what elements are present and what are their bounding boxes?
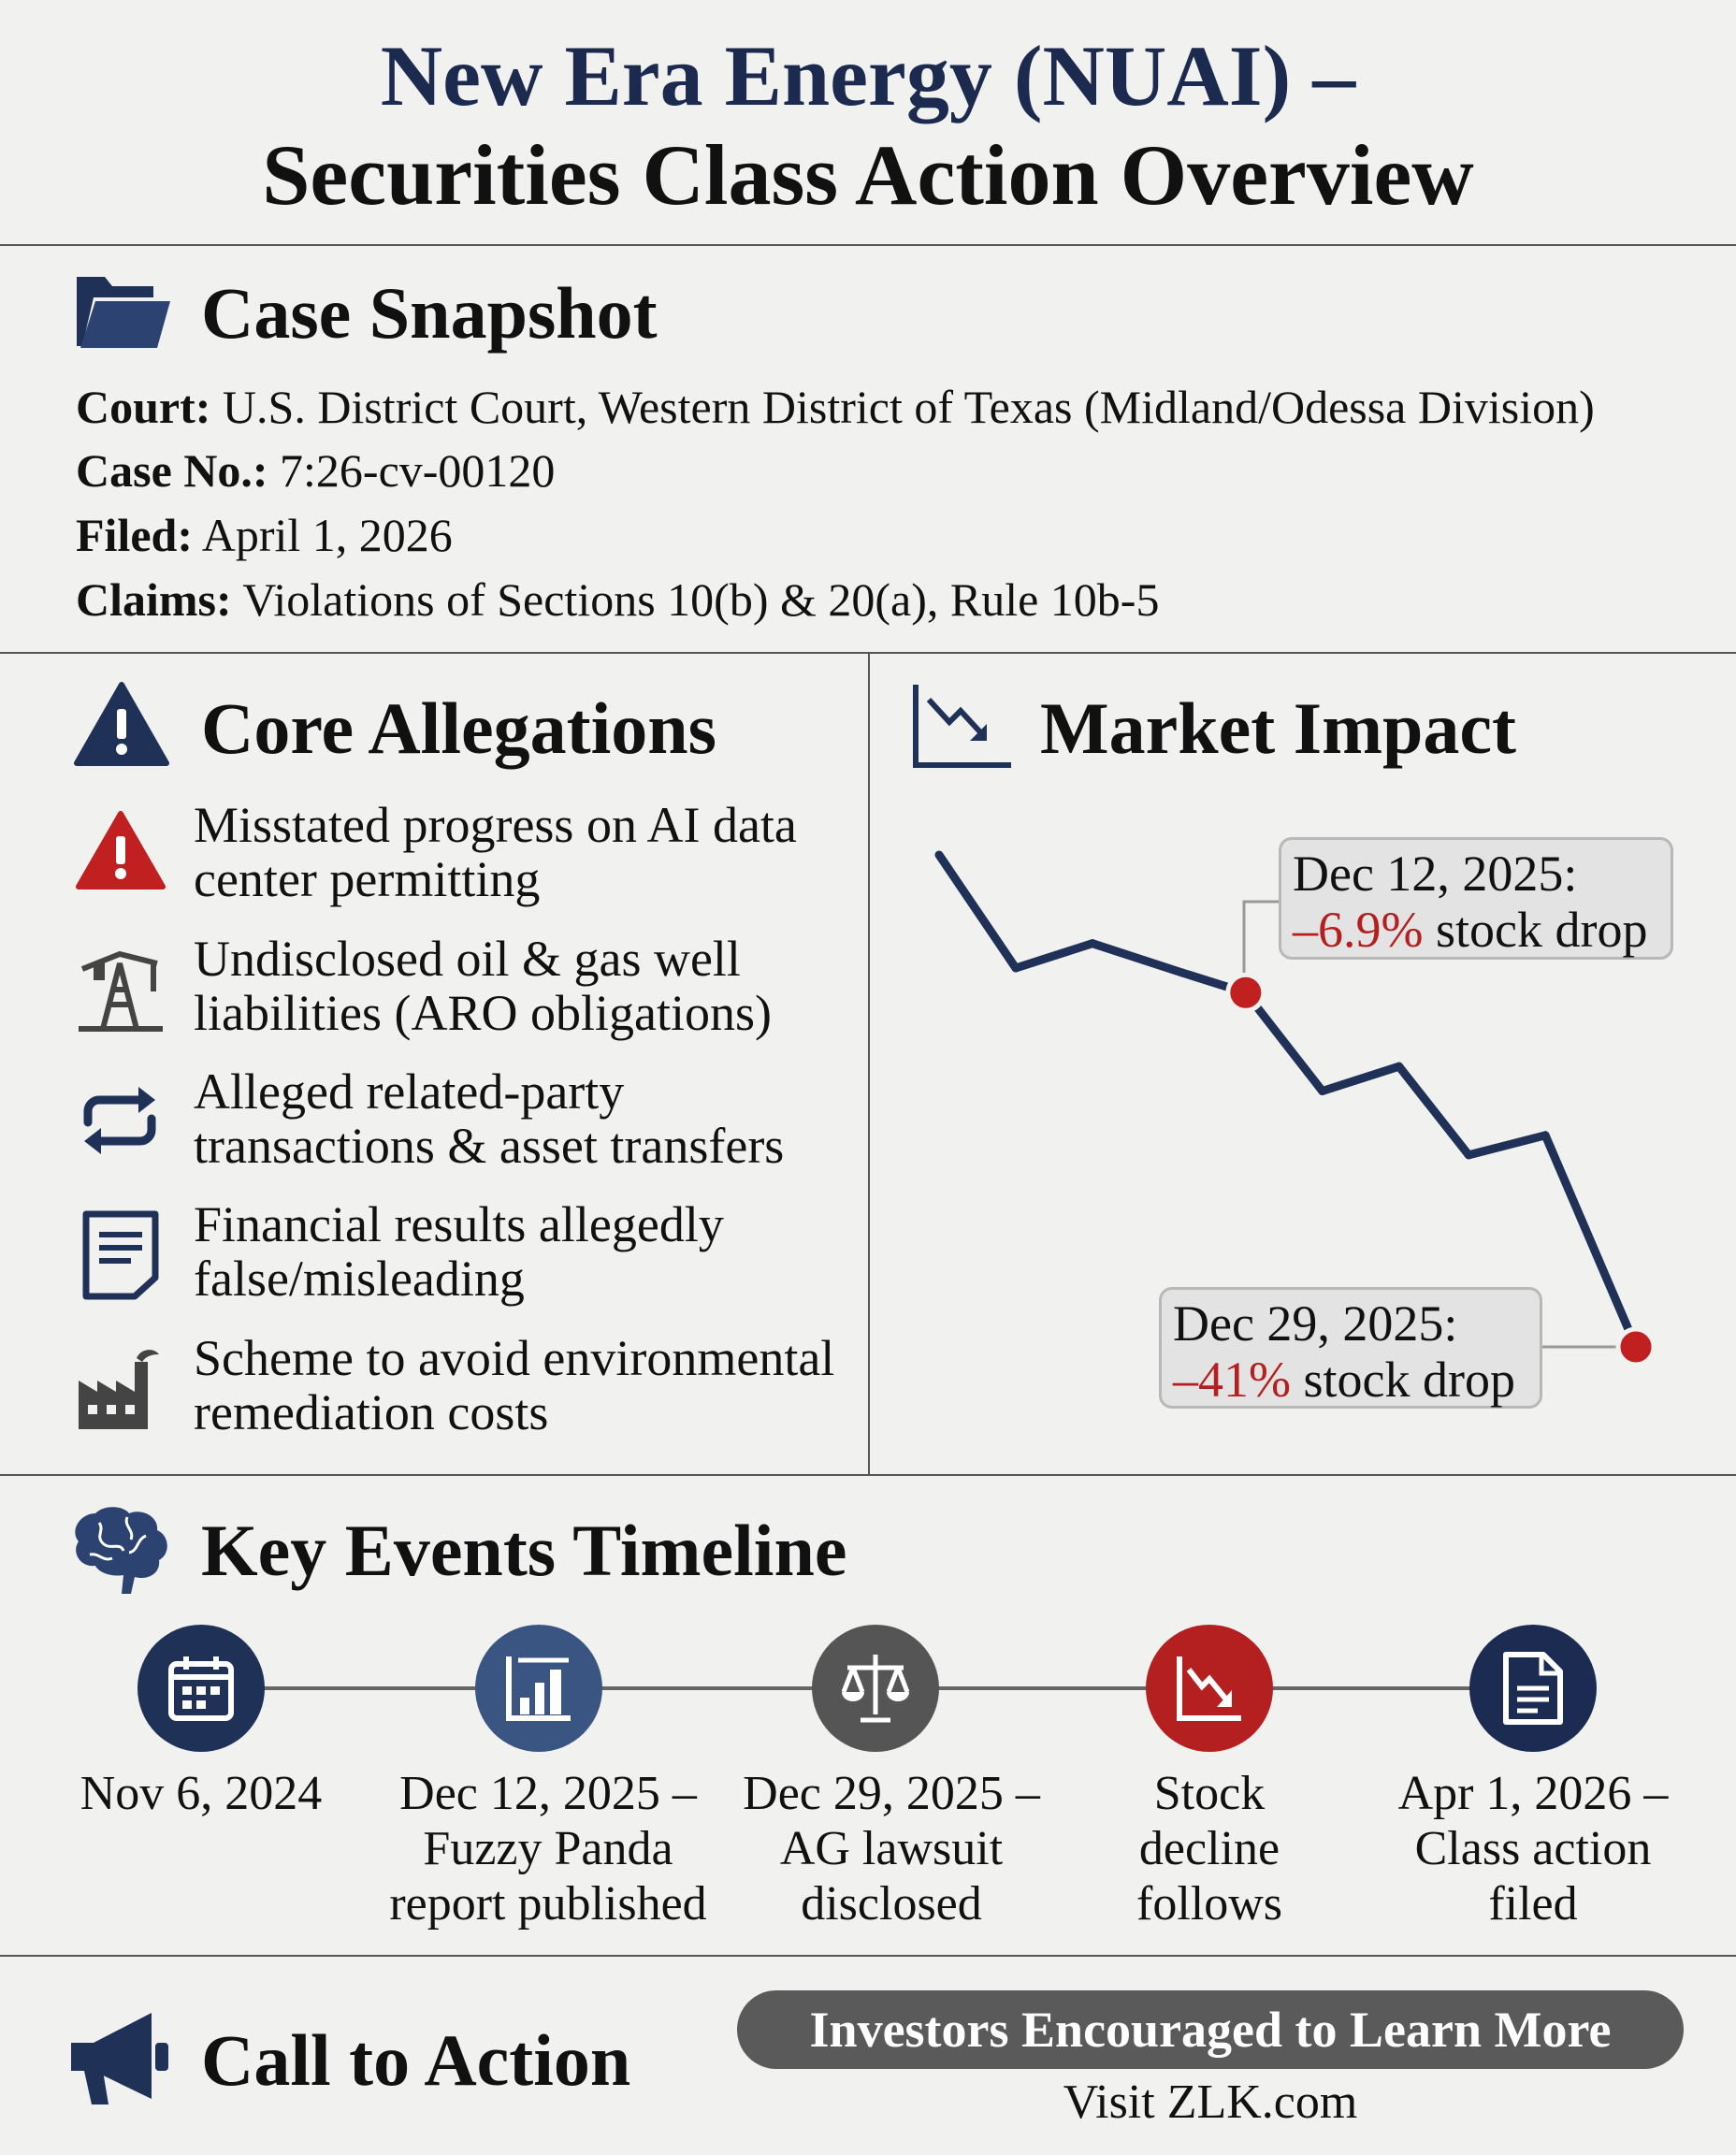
allegation-item: Undisclosed oil & gas well liabilities (… [194, 931, 772, 1041]
timeline-label: Nov 6, 2024 [33, 1766, 369, 1821]
allegation-item: Scheme to avoid environmental remediatio… [194, 1330, 835, 1440]
timeline-node-4 [1146, 1625, 1273, 1752]
row-value: April 1, 2026 [201, 509, 453, 561]
row-value: 7:26-cv-00120 [280, 444, 556, 497]
label-line: Dec 29, 2025 – [743, 1767, 1040, 1820]
bar-chart-icon [506, 1656, 571, 1721]
market-impact-heading: Market Impact [1040, 687, 1517, 769]
visit-zlk-link[interactable]: Visit ZLK.com [1063, 2075, 1358, 2129]
row-value: Violations of Sections 10(b) & 20(a), Ru… [242, 573, 1160, 626]
allegation-item: Alleged related-party transactions & ass… [194, 1063, 785, 1174]
label-line: Apr 1, 2026 – [1397, 1767, 1669, 1820]
chart-line-segment [1011, 939, 1097, 973]
timeline-node-5 [1469, 1625, 1597, 1752]
allegation-item: Misstated progress on AI data center per… [194, 797, 797, 907]
label-line: filed [1488, 1877, 1578, 1931]
file-icon [1503, 1652, 1563, 1725]
case-number-row: Case No.: 7:26-cv-00120 [76, 442, 555, 499]
chart-decline-icon [1177, 1656, 1241, 1721]
filed-row: Filed: April 1, 2026 [76, 507, 453, 563]
timeline-label: Apr 1, 2026 – Class action filed [1365, 1766, 1701, 1931]
claims-row: Claims: Violations of Sections 10(b) & 2… [76, 571, 1159, 628]
warning-icon [74, 682, 169, 766]
label-line: Fuzzy Panda [423, 1822, 673, 1875]
timeline-node-3 [812, 1625, 939, 1752]
callout-change: –41% [1173, 1352, 1291, 1408]
row-label: Court: [76, 381, 211, 433]
label-line: Class action [1414, 1822, 1652, 1875]
brain-icon [75, 1507, 167, 1594]
chart-line-segment [1395, 1062, 1473, 1160]
folder-icon [77, 277, 170, 348]
label-line: follows [1136, 1877, 1282, 1931]
timeline-label: Dec 29, 2025 – AG lawsuit disclosed [718, 1766, 1064, 1931]
label-line: disclosed [801, 1877, 982, 1931]
warning-red-icon [76, 811, 166, 889]
callout-suffix: stock drop [1290, 1352, 1515, 1408]
callout-change: –6.9% [1293, 902, 1424, 958]
callout-dec-29: Dec 29, 2025: –41% stock drop [1159, 1287, 1542, 1409]
column-divider [868, 653, 870, 1475]
core-allegations-heading: Core Allegations [201, 687, 717, 769]
calendar-icon [168, 1656, 234, 1721]
chart-down-icon [913, 685, 1011, 768]
callout-change-line: –41% stock drop [1173, 1352, 1528, 1408]
chart-line-segment [1318, 1062, 1404, 1095]
court-row: Court: U.S. District Court, Western Dist… [76, 379, 1595, 435]
label-line: Dec 12, 2025 – [399, 1767, 697, 1820]
document-icon [82, 1210, 159, 1300]
label-line: decline [1138, 1822, 1280, 1875]
chart-highlight-point [1615, 1326, 1656, 1367]
allegation-item: Financial results allegedly false/mislea… [194, 1196, 724, 1307]
row-label: Claims: [76, 573, 232, 626]
learn-more-button[interactable]: Investors Encouraged to Learn More [737, 1990, 1684, 2069]
cta-heading: Call to Action [201, 2019, 631, 2101]
timeline-node-1 [137, 1625, 265, 1752]
chart-line-segment [1088, 939, 1188, 977]
callout-date: Dec 29, 2025: [1173, 1295, 1458, 1352]
callout-date: Dec 12, 2025: [1293, 846, 1578, 902]
callout-change-line: –6.9% stock drop [1293, 902, 1659, 958]
title-line-2: Securities Class Action Overview [262, 127, 1474, 223]
exchange-arrows-icon [83, 1087, 156, 1154]
factory-icon [79, 1350, 159, 1429]
divider [0, 1955, 1736, 1957]
row-value: U.S. District Court, Western District of… [222, 381, 1595, 433]
label-line: Stock [1153, 1767, 1266, 1820]
label-line: AG lawsuit [779, 1822, 1004, 1875]
chart-line-segment [1464, 1131, 1550, 1160]
row-label: Filed: [76, 509, 193, 561]
chart-line-segment [1541, 1131, 1641, 1352]
label-line: report published [389, 1877, 707, 1931]
timeline-node-2 [475, 1625, 602, 1752]
title-line-1: New Era Energy (NUAI) – [380, 28, 1356, 123]
chart-line-segment [1241, 988, 1327, 1095]
chart-highlight-point [1225, 972, 1266, 1013]
divider [0, 244, 1736, 246]
megaphone-icon [71, 2013, 168, 2104]
callout-suffix: stock drop [1423, 902, 1648, 958]
timeline-heading: Key Events Timeline [201, 1510, 847, 1591]
callout-connector [1242, 900, 1279, 992]
chart-line-segment [934, 850, 1020, 973]
oil-pump-icon [79, 950, 163, 1032]
label-line: Nov 6, 2024 [80, 1767, 323, 1820]
scales-icon [841, 1655, 910, 1723]
timeline-label: Dec 12, 2025 – Fuzzy Panda report publishe… [370, 1766, 726, 1931]
callout-dec-12: Dec 12, 2025: –6.9% stock drop [1279, 837, 1673, 960]
timeline-label: Stock decline follows [1041, 1766, 1378, 1931]
row-label: Case No.: [76, 444, 268, 497]
case-snapshot-heading: Case Snapshot [201, 272, 658, 354]
divider [0, 1474, 1736, 1476]
